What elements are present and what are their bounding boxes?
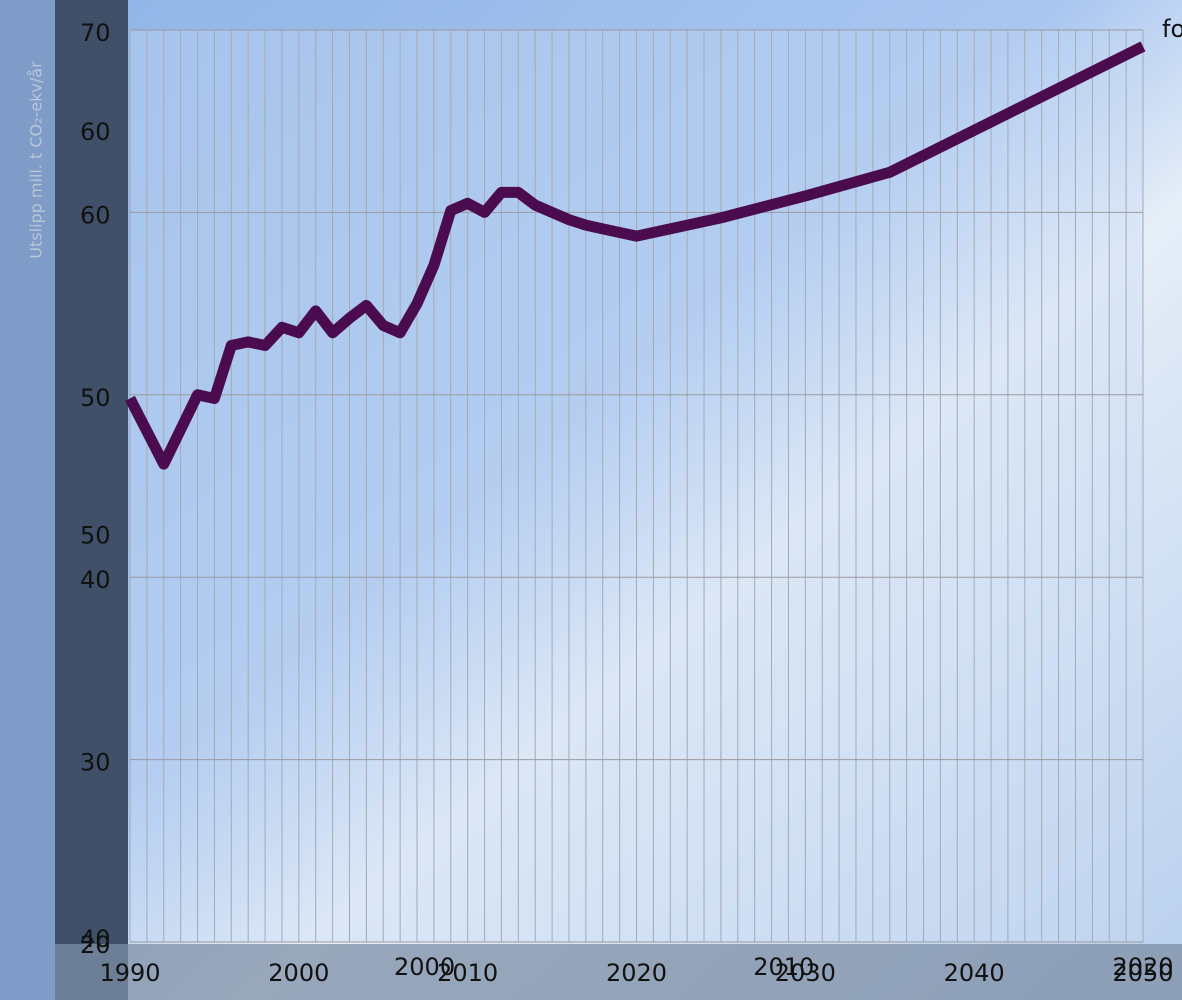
x-tick-label: 2000: [268, 959, 329, 987]
y-tick-label: 40: [80, 566, 111, 594]
y-tick-label: 30: [80, 749, 111, 777]
y-tick-label: 70: [80, 19, 111, 47]
y-axis-label: Utslipp mill. t CO₂-ekv/år: [27, 61, 46, 259]
page: {"chart_data": { "type": "line", "y_labe…: [0, 0, 1182, 1000]
chart: Utslipp mill. t CO₂-ekv/år fo 2030405060…: [0, 0, 1182, 1000]
annotation: fo: [1162, 15, 1182, 43]
y2-tick-label: 60: [80, 118, 111, 146]
x2-tick-label: 2000: [394, 953, 455, 981]
y-tick-label: 50: [80, 384, 111, 412]
y-tick-label: 60: [80, 201, 111, 229]
x2-tick-label: 2020: [1112, 953, 1173, 981]
axis-strip: [55, 0, 128, 1000]
x-tick-label: 2020: [606, 959, 667, 987]
x2-tick-label: 2010: [753, 953, 814, 981]
x-tick-label: 1990: [99, 959, 160, 987]
y2-tick-label: 40: [80, 925, 111, 953]
y2-tick-label: 50: [80, 521, 111, 549]
x-tick-label: 2040: [944, 959, 1005, 987]
